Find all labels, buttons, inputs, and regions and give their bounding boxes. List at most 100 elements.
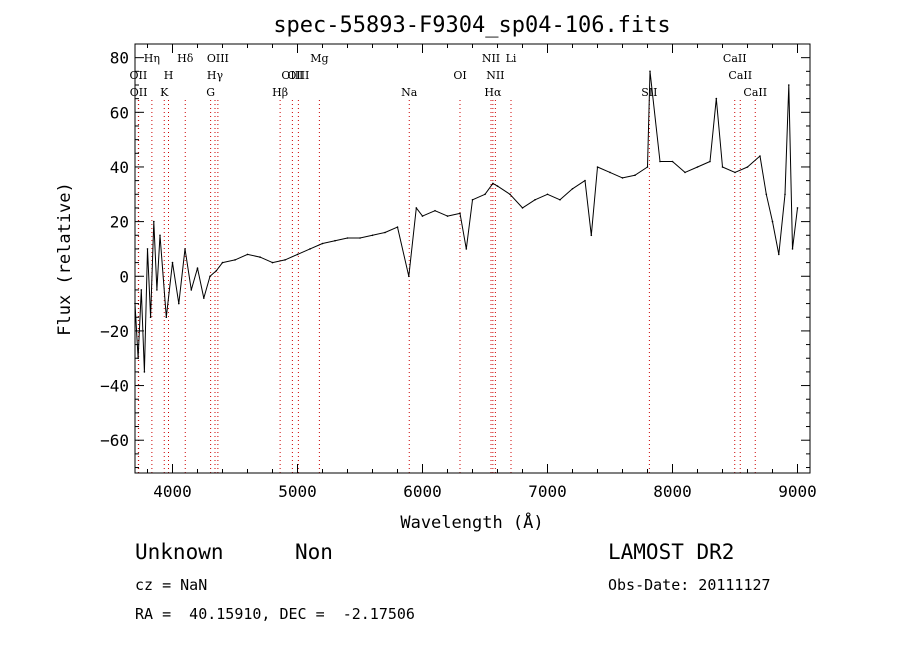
y-tick-label: −60 — [100, 431, 129, 450]
flux-point — [234, 259, 236, 261]
coordinates: RA = 40.15910, DEC = -2.17506 — [135, 605, 415, 623]
flux-point — [143, 371, 146, 373]
plot-frame — [134, 43, 811, 474]
flux-point — [759, 155, 761, 157]
flux-point — [140, 289, 143, 291]
y-tick-label: −20 — [100, 322, 129, 341]
line-marker-label: Hη — [144, 52, 160, 65]
flux-point — [496, 185, 499, 187]
line-marker-label: CaII — [723, 52, 747, 65]
y-tick-label: −40 — [100, 377, 129, 396]
x-tick-label: 6000 — [403, 482, 442, 501]
line-marker-label: Hβ — [272, 86, 288, 99]
flux-point — [771, 220, 774, 223]
x-tick-label: 9000 — [778, 482, 817, 501]
flux-point — [396, 226, 399, 228]
x-tick-label: 7000 — [528, 482, 567, 501]
line-marker-label: NII — [482, 52, 500, 65]
redshift-cz: cz = NaN — [135, 576, 208, 594]
spectral-subclass: Non — [295, 540, 333, 564]
flux-point — [384, 231, 386, 234]
flux-point — [408, 275, 410, 278]
flux-point — [209, 275, 211, 278]
line-marker-label: NII — [486, 69, 504, 82]
x-tick-label: 8000 — [653, 482, 692, 501]
line-marker-label: OIII — [281, 69, 303, 82]
flux-point — [246, 253, 249, 256]
flux-point — [778, 253, 780, 256]
line-marker-label: OIII — [207, 52, 229, 65]
chart-title: spec-55893-F9304_sp04-106.fits — [273, 13, 670, 38]
flux-point — [171, 261, 174, 264]
line-marker-label: OI — [453, 69, 466, 82]
flux-point — [415, 207, 418, 209]
flux-point — [309, 248, 311, 250]
flux-point — [296, 253, 299, 256]
flux-point — [596, 166, 599, 168]
flux-point — [571, 188, 574, 190]
flux-point — [421, 215, 424, 217]
flux-point — [259, 256, 261, 258]
line-marker-label: G — [206, 86, 215, 99]
flux-point — [609, 171, 611, 174]
flux-point — [221, 261, 224, 264]
flux-point — [153, 220, 155, 223]
line-marker-label: K — [160, 86, 169, 99]
line-marker-label: Li — [506, 52, 517, 65]
y-axis: −60 −40 −20 0 20 40 60 80 — [100, 49, 810, 469]
survey-name: LAMOST DR2 — [608, 540, 735, 564]
flux-point — [271, 261, 274, 264]
flux-point — [721, 166, 724, 168]
flux-point — [156, 289, 158, 291]
y-tick-label: 0 — [119, 267, 129, 286]
flux-point — [796, 207, 799, 209]
flux-point — [146, 248, 149, 250]
flux-point — [671, 160, 674, 163]
line-marker-label: CaII — [743, 86, 767, 99]
line-marker-label: Hα — [484, 86, 502, 99]
flux-point — [621, 177, 624, 179]
flux-point — [492, 182, 494, 185]
flux-point — [734, 171, 736, 174]
flux-point — [159, 234, 161, 237]
flux-point — [559, 199, 561, 201]
flux-point — [446, 215, 449, 217]
flux-point — [465, 248, 468, 250]
observation-date: Obs-Date: 20111127 — [608, 576, 771, 594]
flux-point — [784, 193, 786, 196]
flux-point — [149, 316, 152, 319]
line-marker-label: Mg — [310, 52, 328, 65]
y-tick-label: 60 — [110, 103, 129, 122]
x-tick-label: 5000 — [278, 482, 317, 501]
flux-point — [459, 212, 461, 215]
line-marker-label: CaII — [728, 69, 752, 82]
flux-point — [546, 193, 549, 196]
flux-point — [484, 193, 486, 196]
flux-point — [184, 248, 186, 250]
flux-point — [215, 270, 218, 272]
line-marker-label: Hγ — [207, 69, 224, 82]
x-axis-label: Wavelength (Å) — [400, 511, 543, 533]
flux-point — [521, 207, 524, 209]
flux-point — [203, 297, 205, 299]
x-tick-label: 4000 — [153, 482, 192, 501]
flux-point — [165, 316, 168, 319]
flux-point — [359, 237, 361, 239]
flux-point — [709, 160, 711, 163]
flux-point — [590, 234, 593, 237]
line-marker-label: H — [164, 69, 174, 82]
flux-point — [765, 193, 768, 196]
line-marker-label: Na — [401, 86, 418, 99]
line-marker-label: OIII — [287, 69, 309, 82]
flux-point — [646, 166, 649, 168]
flux-point — [659, 160, 661, 163]
flux-point — [584, 179, 586, 182]
flux-point — [190, 289, 193, 291]
y-tick-label: 20 — [110, 213, 129, 232]
line-marker-label: OII — [130, 86, 148, 99]
flux-point — [684, 171, 686, 174]
flux-point — [434, 209, 436, 212]
flux-point — [321, 242, 324, 245]
